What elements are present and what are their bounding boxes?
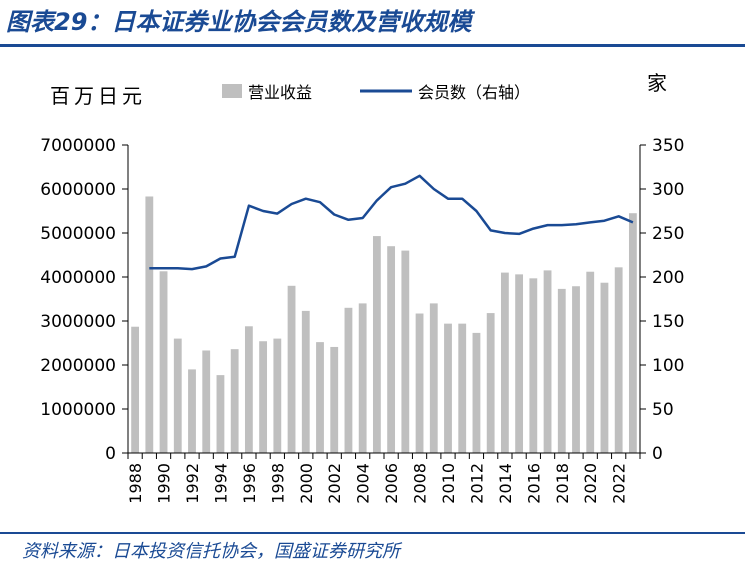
x-tick-label: 1988 — [126, 463, 145, 504]
member-count-line — [149, 174, 634, 271]
figure-title: 图表29：日本证券业协会会员数及营收规模 — [6, 8, 472, 36]
x-tick-label: 2014 — [496, 463, 515, 504]
revenue-bar — [387, 246, 396, 453]
source-divider — [0, 532, 745, 534]
left-tick-label: 3000000 — [40, 312, 116, 332]
x-tick-label: 2016 — [524, 463, 543, 504]
source-note: 资料来源：日本投资信托协会，国盛证券研究所 — [22, 541, 400, 562]
right-tick-label: 150 — [652, 312, 684, 332]
title-divider — [0, 44, 745, 47]
revenue-bar — [444, 323, 452, 453]
x-tick-label: 2006 — [382, 463, 401, 504]
revenue-bar — [557, 288, 566, 453]
legend: 营业收益 会员数（右轴） — [222, 83, 530, 102]
revenue-bar — [543, 270, 552, 453]
x-tick-label: 1992 — [183, 463, 202, 504]
x-tick-label: 1998 — [268, 463, 287, 504]
revenue-bar — [372, 236, 381, 453]
x-tick-label: 2018 — [553, 463, 572, 504]
revenue-bar — [188, 369, 196, 453]
right-axis-unit: 家 — [647, 71, 667, 95]
revenue-bar — [173, 338, 182, 453]
left-tick-label: 6000000 — [40, 180, 116, 200]
x-tick-label: 2020 — [581, 463, 600, 504]
revenue-bar — [628, 213, 637, 453]
revenue-bar — [614, 267, 623, 453]
x-tick-label: 1994 — [211, 463, 230, 504]
revenue-bar — [330, 346, 339, 453]
x-tick-label: 2010 — [439, 463, 458, 504]
legend-line-label: 会员数（右轴） — [418, 83, 530, 102]
left-axis-unit: 百万日元 — [50, 84, 146, 108]
revenue-bar — [131, 326, 140, 453]
x-tick-label: 2008 — [411, 463, 430, 504]
revenue-bar — [244, 326, 253, 453]
legend-bar-label: 营业收益 — [248, 83, 312, 102]
revenue-bar — [301, 310, 310, 453]
left-tick-label: 0 — [105, 444, 116, 464]
right-tick-label: 350 — [652, 136, 684, 156]
x-tick-label: 1996 — [240, 463, 259, 504]
revenue-bar — [600, 282, 609, 453]
revenue-bar — [344, 307, 353, 453]
revenue-bar — [458, 323, 467, 453]
revenue-bar — [145, 196, 154, 454]
right-tick-label: 300 — [652, 180, 684, 200]
revenue-bar — [401, 250, 410, 453]
plot-area: 0 1000000 2000000 3000000 4000000 5000000 6000… — [40, 136, 684, 504]
revenue-bar — [216, 375, 225, 453]
revenue-bar — [287, 285, 296, 453]
revenue-bar — [230, 349, 239, 453]
revenue-bar — [486, 313, 495, 453]
revenue-bar — [259, 341, 268, 453]
left-tick-label: 4000000 — [40, 268, 116, 288]
x-tick-label: 2000 — [297, 463, 316, 504]
left-tick-label: 1000000 — [40, 400, 116, 420]
revenue-bar — [273, 338, 282, 453]
revenue-bar — [429, 303, 438, 453]
x-tick-label: 1990 — [155, 463, 174, 504]
left-tick-label: 2000000 — [40, 356, 116, 376]
left-tick-label: 7000000 — [40, 136, 116, 156]
right-tick-label: 0 — [652, 444, 663, 464]
x-tick-label: 2002 — [325, 463, 344, 504]
revenue-bar — [529, 278, 538, 453]
revenue-bar — [202, 350, 211, 453]
revenue-bar — [415, 313, 424, 453]
x-tick-label: 2022 — [610, 463, 629, 504]
revenue-bar — [586, 271, 595, 453]
right-tick-label: 50 — [652, 400, 674, 420]
revenue-bar — [472, 332, 481, 453]
right-tick-label: 200 — [652, 268, 684, 288]
revenue-bar — [316, 342, 324, 453]
legend-bar-swatch — [222, 84, 242, 98]
right-tick-label: 100 — [652, 356, 684, 376]
right-tick-label: 250 — [652, 224, 684, 244]
revenue-bar — [500, 272, 509, 453]
revenue-bar — [515, 274, 524, 453]
x-tick-label: 2004 — [354, 463, 373, 504]
revenue-bar — [572, 286, 580, 453]
x-tick-label: 2012 — [467, 463, 486, 504]
revenue-bar — [159, 271, 168, 453]
revenue-bar — [358, 303, 367, 453]
left-tick-label: 5000000 — [40, 224, 116, 244]
